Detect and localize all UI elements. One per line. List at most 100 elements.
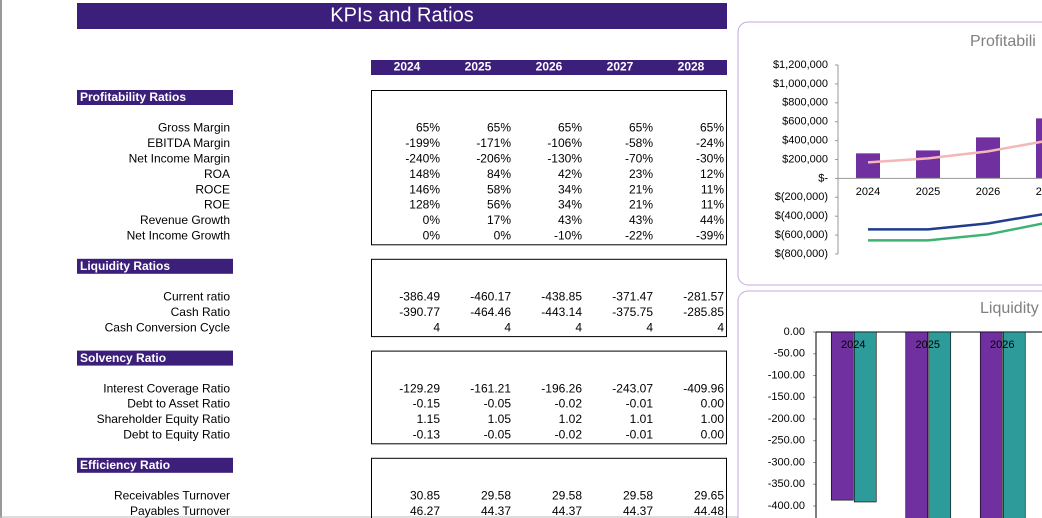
bar — [856, 153, 880, 179]
cell: 34% — [558, 198, 582, 212]
chart-title: Liquidity — [980, 300, 1039, 317]
chart-title: Profitabili — [970, 33, 1036, 50]
title-band — [77, 3, 727, 29]
row-label: Interest Coverage Ratio — [103, 381, 230, 395]
chart-panel — [737, 21, 1042, 286]
row-label: Debt to Asset Ratio — [127, 397, 230, 411]
section-band — [77, 90, 233, 105]
chart-panel — [737, 290, 1042, 518]
row-label: ROCE — [195, 182, 230, 196]
cell: 1.00 — [701, 412, 725, 426]
row-label: Gross Margin — [158, 121, 230, 135]
cell: 29.58 — [481, 488, 511, 502]
section-box — [371, 457, 727, 518]
year-header: 2026 — [536, 60, 563, 74]
y-tick-label: 0.00 — [784, 326, 805, 338]
line — [868, 213, 1042, 231]
page-title: KPIs and Ratios — [330, 4, 473, 26]
row-label: Cash Ratio — [171, 305, 231, 319]
cell: 65% — [629, 121, 653, 135]
section-title: Solvency Ratio — [80, 351, 166, 365]
cell: 1.05 — [488, 412, 512, 426]
cell: 43% — [558, 213, 582, 227]
cell: -199% — [405, 136, 440, 150]
cell: 4 — [433, 320, 440, 334]
cell: 11% — [701, 182, 724, 196]
cell: -206% — [476, 151, 511, 165]
section-band — [77, 457, 233, 473]
cell: 128% — [409, 198, 440, 212]
cell: -285.85 — [683, 305, 724, 319]
x-tick-label: 2024 — [841, 339, 865, 351]
cell: 4 — [504, 320, 511, 334]
cell: -409.96 — [683, 381, 724, 395]
year-header: 2027 — [607, 60, 634, 74]
cell: 44.37 — [481, 504, 511, 518]
y-tick-label: $(600,000) — [775, 229, 828, 241]
x-tick-label: 2025 — [916, 339, 940, 351]
row-label: Current ratio — [163, 289, 230, 303]
cell: 34% — [558, 182, 582, 196]
line — [867, 140, 1042, 164]
cell: 148% — [409, 167, 440, 181]
y-tick-label: $200,000 — [782, 153, 828, 165]
row-label: Shareholder Equity Ratio — [97, 412, 231, 426]
row-label: Net Income Growth — [127, 228, 230, 242]
x-tick-label: 2027 — [1036, 186, 1042, 198]
cell: 146% — [409, 182, 440, 196]
bar — [916, 150, 940, 179]
section-box — [371, 350, 727, 445]
cell: 21% — [629, 198, 653, 212]
cell: 12% — [700, 167, 724, 181]
cell: -0.01 — [626, 397, 654, 411]
cell: -390.77 — [399, 305, 440, 319]
y-tick-label: -150.00 — [768, 391, 805, 403]
cell: 21% — [629, 182, 653, 196]
row-label: Net Income Margin — [129, 151, 230, 165]
cell: -10% — [554, 228, 582, 242]
cell: 56% — [487, 198, 511, 212]
row-label: Debt to Equity Ratio — [123, 427, 230, 441]
y-tick-label: $(400,000) — [775, 210, 828, 222]
cell: 58% — [487, 182, 511, 196]
cell: 4 — [575, 320, 582, 334]
cell: 44.37 — [623, 504, 653, 518]
cell: 29.58 — [623, 488, 653, 502]
cell: 1.01 — [630, 412, 654, 426]
year-header: 2028 — [678, 60, 705, 74]
row-label: Receivables Turnover — [114, 488, 230, 502]
cell: 65% — [558, 121, 582, 135]
cell: 1.02 — [559, 412, 583, 426]
cell: -464.46 — [470, 305, 511, 319]
line — [868, 222, 1042, 242]
y-tick-label: $1,000,000 — [773, 78, 828, 90]
x-tick-label: 2026 — [976, 186, 1000, 198]
cell: 0% — [423, 228, 441, 242]
cell: 30.85 — [410, 488, 440, 502]
bar — [979, 331, 1003, 518]
y-tick-label: $1,200,000 — [773, 59, 828, 71]
cell: 0% — [494, 228, 512, 242]
cell: 29.58 — [552, 488, 582, 502]
cell: -0.02 — [555, 427, 583, 441]
cell: -171% — [476, 136, 511, 150]
cell: -129.29 — [399, 381, 440, 395]
bar — [905, 331, 929, 518]
section-title: Liquidity Ratios — [80, 259, 170, 273]
section-band — [77, 258, 233, 274]
cell: 42% — [558, 167, 582, 181]
cell: 23% — [629, 167, 653, 181]
cell: 44.37 — [552, 504, 582, 518]
cell: -30% — [696, 151, 724, 165]
cell: -0.05 — [484, 427, 512, 441]
cell: -0.02 — [555, 397, 583, 411]
cell: 84% — [487, 167, 511, 181]
cell: -443.14 — [541, 305, 582, 319]
cell: -0.13 — [413, 427, 441, 441]
cell: -240% — [405, 151, 440, 165]
year-header: 2025 — [465, 60, 492, 74]
section-box — [371, 258, 727, 338]
row-label: ROA — [204, 167, 230, 181]
